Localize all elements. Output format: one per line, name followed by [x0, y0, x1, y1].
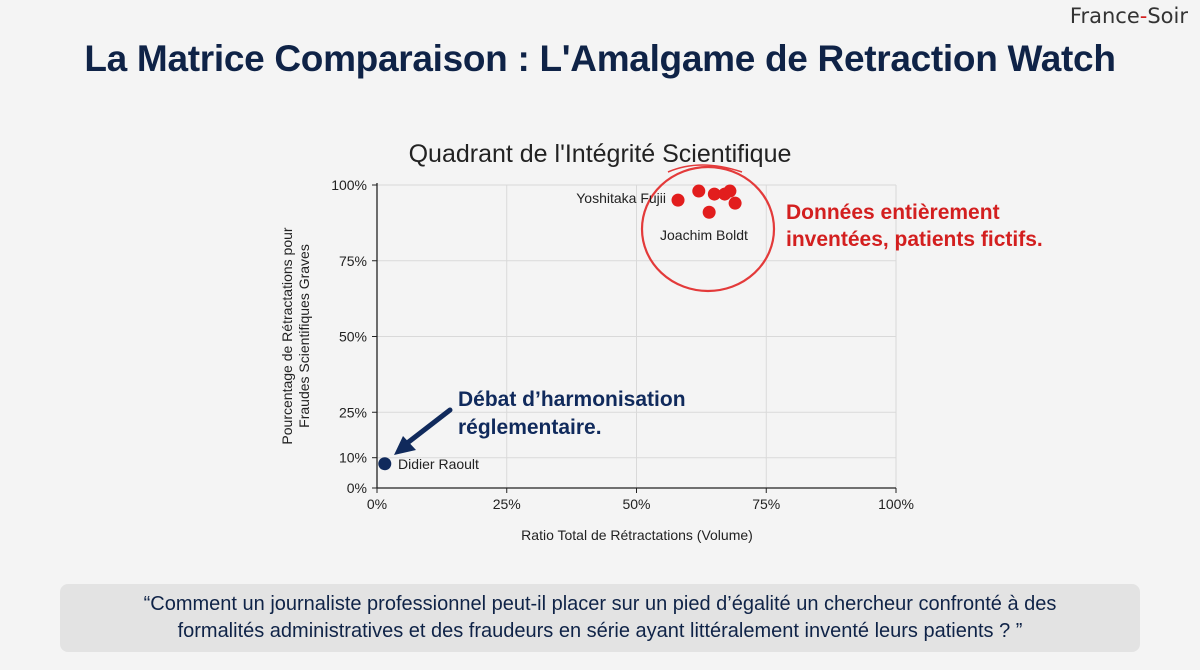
- y-axis-ticks: 0% 10% 25% 50% 75% 100%: [331, 177, 377, 496]
- y-tick-label: 50%: [339, 329, 367, 345]
- y-tick-label: 100%: [331, 177, 367, 193]
- point-label-yoshitaka-fujii: Yoshitaka Fujii: [576, 190, 666, 206]
- chart-title: Quadrant de l'Intégrité Scientifique: [409, 140, 792, 168]
- harmonisation-annotation: Débat d’harmonisation réglementaire.: [394, 388, 686, 455]
- chart-grid: [377, 184, 897, 488]
- fraud-data-point: [707, 187, 721, 201]
- fraud-data-point: [728, 196, 742, 210]
- point-label-joachim-boldt: Joachim Boldt: [660, 227, 748, 243]
- fraud-cluster-highlight-circle-overlap: [667, 164, 743, 173]
- page-title: La Matrice Comparaison : L'Amalgame de R…: [84, 38, 1116, 79]
- x-tick-label: 100%: [878, 496, 914, 512]
- y-axis-label: Pourcentage de Rétractations pour Fraude…: [279, 227, 312, 444]
- brand-name-part1: France: [1069, 4, 1140, 28]
- harmonisation-annotation-line-1: Débat d’harmonisation: [458, 388, 686, 411]
- fraud-data-point: [692, 184, 706, 198]
- x-tick-label: 25%: [493, 496, 521, 512]
- quote-line-1: “Comment un journaliste professionnel pe…: [143, 593, 1057, 615]
- y-tick-label: 10%: [339, 450, 367, 466]
- brand-name-part2: Soir: [1147, 4, 1188, 28]
- scatter-chart: Quadrant de l'Intégrité Scientifique 0% 2…: [279, 140, 1043, 543]
- fraud-annotation: Données entièrement inventées, patients …: [786, 201, 1043, 251]
- point-label-didier-raoult: Didier Raoult: [398, 456, 479, 472]
- quote-box: “Comment un journaliste professionnel pe…: [60, 584, 1140, 652]
- fraud-data-point: [671, 193, 685, 207]
- quote-line-2: formalités administratives et des fraude…: [177, 620, 1023, 642]
- x-tick-label: 75%: [752, 496, 780, 512]
- fraud-annotation-line-2: inventées, patients fictifs.: [786, 228, 1043, 251]
- raoult-data-point: [378, 457, 392, 471]
- y-tick-label: 0%: [347, 480, 367, 496]
- annotation-arrow-head: [394, 436, 416, 455]
- brand-logo: France-Soir: [1070, 4, 1188, 28]
- x-axis-label: Ratio Total de Rétractations (Volume): [521, 527, 753, 543]
- x-tick-label: 0%: [367, 496, 387, 512]
- y-axis-label-line-1: Pourcentage de Rétractations pour: [279, 227, 295, 444]
- data-points: [378, 184, 742, 471]
- fraud-cluster-highlight-circle: [640, 165, 776, 293]
- annotation-arrow-shaft: [403, 407, 453, 447]
- harmonisation-annotation-line-2: réglementaire.: [458, 416, 602, 439]
- x-axis-ticks: 0% 25% 50% 75% 100%: [367, 488, 914, 512]
- fraud-data-point: [723, 184, 737, 198]
- y-tick-label: 25%: [339, 404, 367, 420]
- y-axis-label-line-2: Fraudes Scientifiques Graves: [296, 244, 312, 428]
- fraud-annotation-line-1: Données entièrement: [786, 201, 1000, 224]
- brand-dash: -: [1139, 4, 1148, 28]
- y-tick-label: 75%: [339, 253, 367, 269]
- x-tick-label: 50%: [622, 496, 650, 512]
- fraud-data-point: [702, 205, 716, 219]
